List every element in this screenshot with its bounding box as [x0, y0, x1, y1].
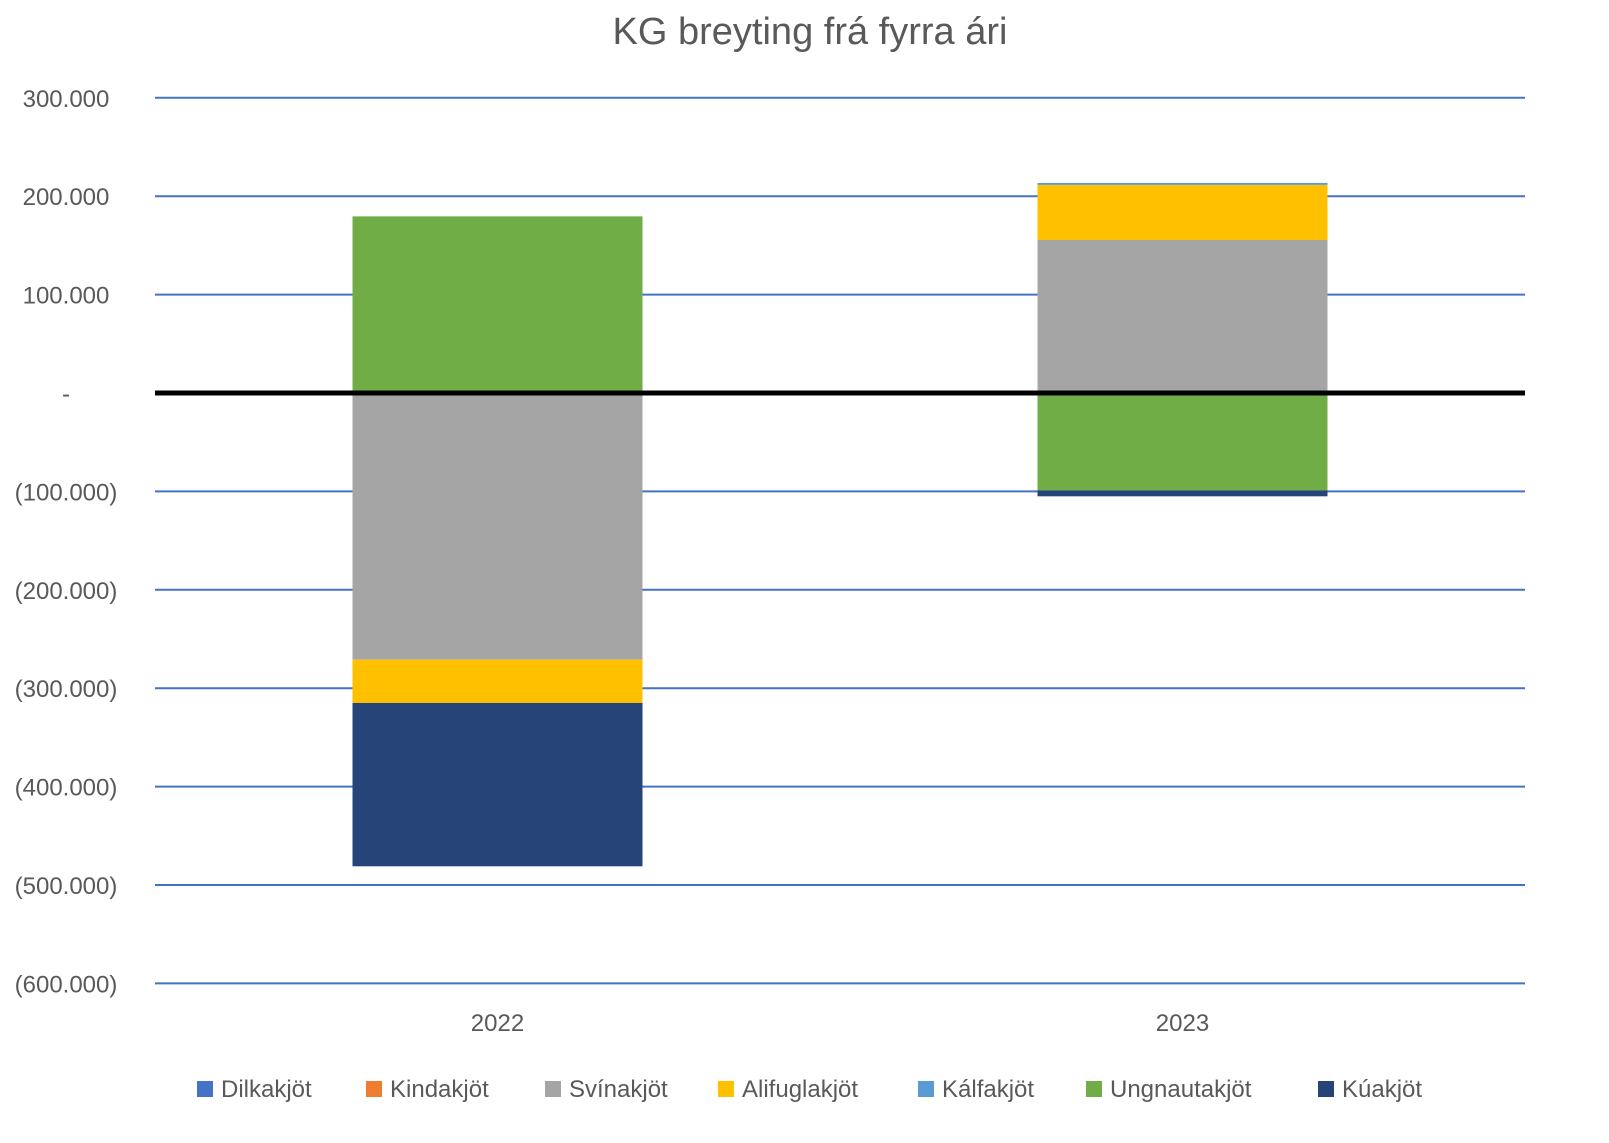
legend-swatch: [718, 1081, 734, 1097]
bar-segment-kálfakjöt: [1037, 182, 1328, 185]
legend-item: Alifuglakjöt: [718, 1076, 858, 1103]
bar-segment-ungnautakjöt: [1037, 393, 1328, 491]
y-tick-label: (200.000): [15, 578, 118, 605]
y-tick-label: (500.000): [15, 873, 118, 900]
legend-label: Kúakjöt: [1342, 1076, 1422, 1103]
legend-item: Dilkakjöt: [197, 1076, 312, 1103]
bar-segment-svínakjöt: [352, 393, 643, 660]
legend-label: Svínakjöt: [569, 1076, 668, 1103]
bar-segment-svínakjöt: [1037, 239, 1328, 392]
y-tick-label: 100.000: [23, 283, 110, 310]
legend-swatch: [918, 1081, 934, 1097]
x-tick-label: 2023: [1156, 1010, 1209, 1037]
y-tick-label: (100.000): [15, 479, 118, 506]
bar-segment-alifuglakjöt: [352, 659, 643, 703]
y-tick-label: 200.000: [23, 184, 110, 211]
bar-segment-kúakjöt: [352, 702, 643, 867]
bar-segment-ungnautakjöt: [352, 216, 643, 392]
legend-item: Kindakjöt: [366, 1076, 489, 1103]
legend-label: Ungnautakjöt: [1110, 1076, 1252, 1103]
legend-label: Dilkakjöt: [221, 1076, 312, 1103]
legend-swatch: [545, 1081, 561, 1097]
legend-item: Svínakjöt: [545, 1076, 668, 1103]
legend-item: Kálfakjöt: [918, 1076, 1034, 1103]
y-tick-label: -: [62, 381, 70, 408]
legend-swatch: [197, 1081, 213, 1097]
legend-label: Kindakjöt: [390, 1076, 489, 1103]
y-tick-label: (400.000): [15, 775, 118, 802]
y-tick-label: (300.000): [15, 676, 118, 703]
bar-segment-alifuglakjöt: [1037, 184, 1328, 240]
legend: Dilkakjöt Kindakjöt Svínakjöt Alifuglakjöt K…: [197, 1076, 1422, 1103]
bar-segment-kúakjöt: [1037, 490, 1328, 497]
legend-label: Kálfakjöt: [942, 1076, 1034, 1103]
y-tick-label: 300.000: [23, 86, 110, 113]
bars: [352, 182, 1328, 867]
legend-swatch: [1318, 1081, 1334, 1097]
legend-item: Kúakjöt: [1318, 1076, 1422, 1103]
x-tick-label: 2022: [471, 1010, 524, 1037]
legend-label: Alifuglakjöt: [742, 1076, 858, 1103]
legend-swatch: [366, 1081, 382, 1097]
y-tick-label: (600.000): [15, 971, 118, 998]
legend-swatch: [1086, 1081, 1102, 1097]
legend-item: Ungnautakjöt: [1086, 1076, 1252, 1103]
y-axis-labels: 300.000 200.000 100.000 - (100.000) (200.000)…: [15, 86, 118, 999]
x-axis-labels: 2022 2023: [471, 1010, 1209, 1037]
chart-title: KG breyting frá fyrra ári: [613, 11, 1008, 53]
